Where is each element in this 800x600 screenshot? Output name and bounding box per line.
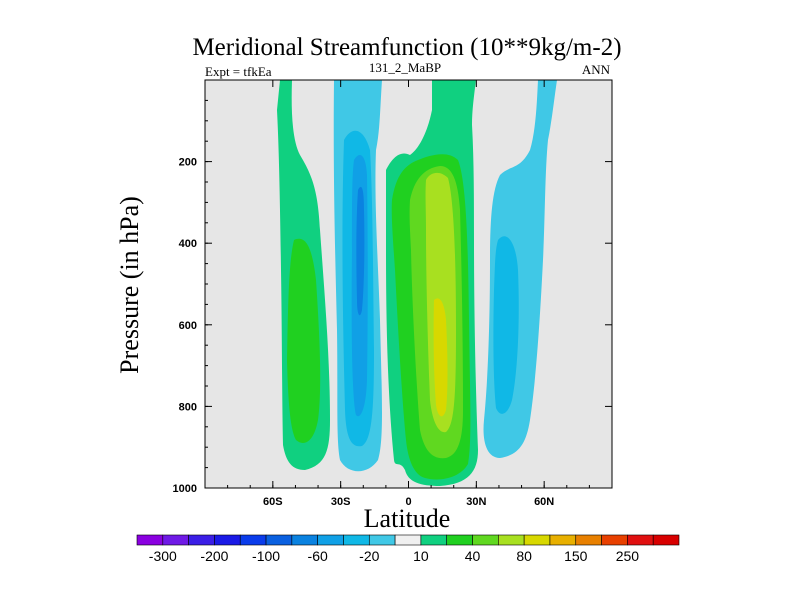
colorbar-label: -60: [308, 548, 328, 564]
colorbar-swatch: [601, 534, 628, 546]
colorbar-swatch: [368, 534, 396, 546]
contour-fills: [277, 80, 557, 486]
colorbar-label: 250: [616, 548, 640, 564]
colorbar-label: 40: [465, 548, 481, 564]
colorbar-swatch: [627, 534, 654, 546]
colorbar-swatch: [317, 534, 344, 546]
colorbar-swatch: [291, 534, 318, 546]
colorbar-swatch: [498, 534, 525, 546]
plot-area: 60S 30S 0 30N 60N 200 400 600 800 1000: [173, 79, 613, 508]
x-axis-ticks: 60S 30S 0 30N 60N: [204, 80, 613, 508]
contour-nh-neg-mid: [493, 236, 519, 414]
x-tick-label: 30S: [331, 496, 351, 508]
colorbar-swatch: [136, 534, 164, 546]
chart-title: Meridional Streamfunction (10**9kg/m-2): [192, 34, 621, 61]
y-tick-label: 400: [179, 238, 197, 250]
colorbar-swatch: [188, 534, 215, 546]
y-tick-label: 200: [179, 157, 197, 169]
y-tick-label: 600: [179, 320, 197, 332]
experiment-label: Expt = tfkEa: [205, 64, 272, 79]
colorbar-swatch: [446, 534, 473, 546]
season-label: ANN: [582, 62, 611, 77]
colorbar-swatch: [523, 534, 551, 546]
colorbar: -300 -200 -100 -60 -20 10 40 80 150 250: [136, 534, 680, 564]
contour-sh-neg-core: [356, 186, 365, 316]
colorbar-label: -100: [252, 548, 280, 564]
colorbar-label: 10: [413, 548, 429, 564]
colorbar-swatch: [343, 534, 370, 546]
colorbar-swatch: [265, 534, 293, 546]
y-tick-label: 1000: [173, 483, 197, 495]
colorbar-label: -300: [149, 548, 177, 564]
y-axis-ticks: 200 400 600 800 1000: [173, 79, 612, 495]
colorbar-swatch: [162, 534, 189, 546]
colorbar-swatch: [239, 534, 267, 546]
colorbar-label: -200: [200, 548, 228, 564]
case-label: 131_2_MaBP: [369, 60, 441, 75]
colorbar-swatch: [394, 534, 422, 546]
colorbar-swatch: [652, 534, 680, 546]
colorbar-swatch: [575, 534, 602, 546]
x-tick-label: 60S: [263, 496, 283, 508]
colorbar-swatch: [214, 534, 241, 546]
colorbar-swatch: [549, 534, 577, 546]
contour-sh-pos-inner: [287, 238, 321, 443]
colorbar-label: 80: [516, 548, 532, 564]
y-axis-label: Pressure (in hPa): [115, 196, 144, 374]
colorbar-label: -20: [359, 548, 379, 564]
x-tick-label: 60N: [534, 496, 554, 508]
colorbar-swatch: [472, 534, 499, 546]
colorbar-label: 150: [564, 548, 588, 564]
x-axis-label: Latitude: [364, 504, 451, 533]
x-tick-label: 30N: [466, 496, 486, 508]
colorbar-swatch: [420, 534, 448, 546]
x-tick-label: 0: [405, 496, 411, 508]
y-tick-label: 800: [179, 401, 197, 413]
contour-nh-pos-core: [433, 298, 448, 417]
